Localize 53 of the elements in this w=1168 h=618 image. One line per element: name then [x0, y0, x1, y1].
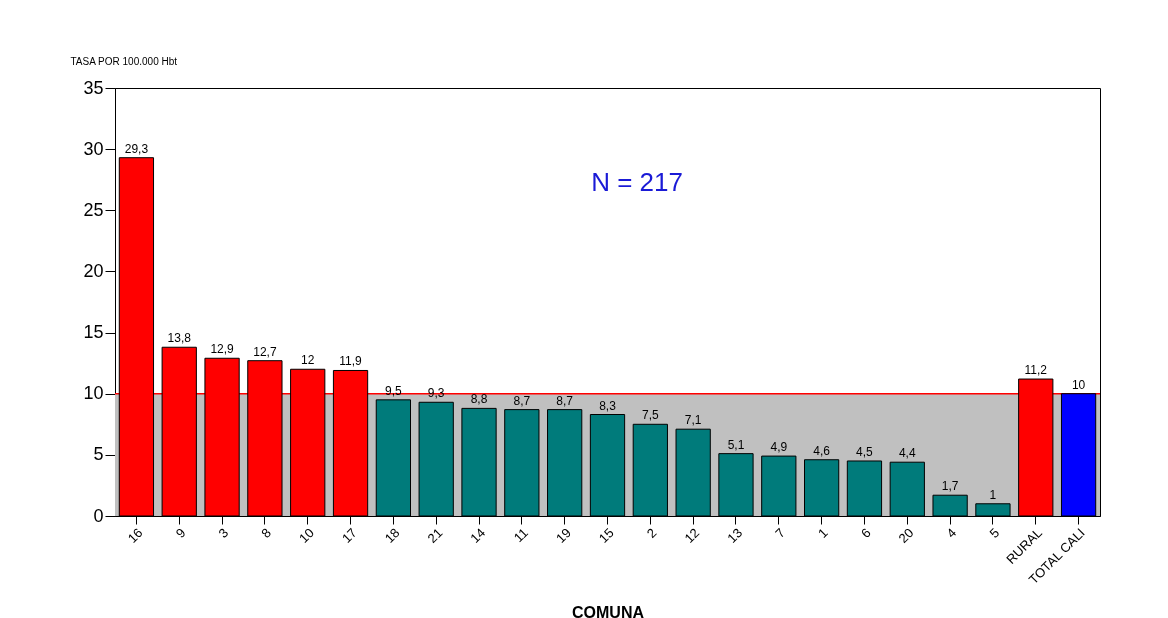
x-tick-label: 2 — [643, 525, 660, 541]
x-axis-title: COMUNA — [572, 604, 645, 618]
x-tick-label: 13 — [724, 525, 746, 546]
data-label: 4,6 — [813, 443, 831, 458]
y-tick-label: 10 — [83, 383, 104, 404]
y-axis-title: TASA POR 100.000 Hbt — [70, 55, 178, 67]
x-tick-label: 7 — [772, 525, 788, 541]
x-tick-label: 20 — [895, 525, 917, 546]
data-label: 7,1 — [684, 413, 702, 428]
y-tick-label: 20 — [83, 260, 104, 281]
data-label: 4,9 — [770, 440, 788, 455]
x-tick-label: 19 — [553, 525, 574, 546]
data-label: 11,9 — [339, 354, 363, 369]
data-label: 4,4 — [898, 446, 916, 461]
x-tick-label: 8 — [258, 525, 275, 541]
data-label: 11,2 — [1024, 363, 1048, 378]
x-tick-label: 17 — [338, 525, 360, 546]
data-label: 8,7 — [513, 393, 531, 408]
data-label: 1,7 — [941, 479, 959, 494]
x-tick-label: 1 — [815, 525, 831, 541]
x-tick-label: 14 — [467, 525, 489, 546]
data-label: 13,8 — [167, 331, 192, 346]
x-tick-label: 16 — [124, 525, 146, 546]
y-tick-label: 5 — [93, 444, 104, 465]
data-label: 4,5 — [856, 444, 874, 459]
x-tick-label: 10 — [296, 525, 317, 546]
x-tick-label: 3 — [215, 525, 232, 541]
annotation: N = 217 — [591, 167, 683, 197]
x-tick-label: 21 — [424, 525, 446, 546]
data-label: 1 — [989, 487, 997, 502]
data-label: 8,8 — [470, 392, 488, 407]
y-tick-label: 15 — [83, 322, 104, 343]
x-tick-label: 12 — [681, 525, 703, 546]
data-label: 7,5 — [641, 408, 659, 423]
x-tick-label: 15 — [595, 525, 617, 546]
y-tick-label: 0 — [93, 505, 104, 526]
y-tick-label: 25 — [83, 199, 104, 220]
y-tick-label: 35 — [83, 77, 104, 98]
y-tick-label: 30 — [83, 138, 104, 159]
x-tick-label: 5 — [986, 525, 1003, 541]
data-label: 5,1 — [727, 437, 745, 452]
data-label: 8,3 — [599, 398, 617, 413]
data-label: 10 — [1071, 377, 1086, 392]
x-tick-label: 9 — [172, 525, 189, 541]
data-label: 12,9 — [210, 342, 235, 357]
data-label: 12,7 — [253, 344, 277, 359]
x-tick-label: 6 — [857, 525, 874, 541]
x-tick-label: 11 — [510, 525, 532, 546]
x-tick-label: 18 — [381, 525, 403, 546]
data-label: 8,7 — [556, 393, 574, 408]
data-label: 29,3 — [124, 141, 149, 156]
x-tick-label: 4 — [943, 525, 960, 541]
data-label: 12 — [301, 353, 315, 368]
